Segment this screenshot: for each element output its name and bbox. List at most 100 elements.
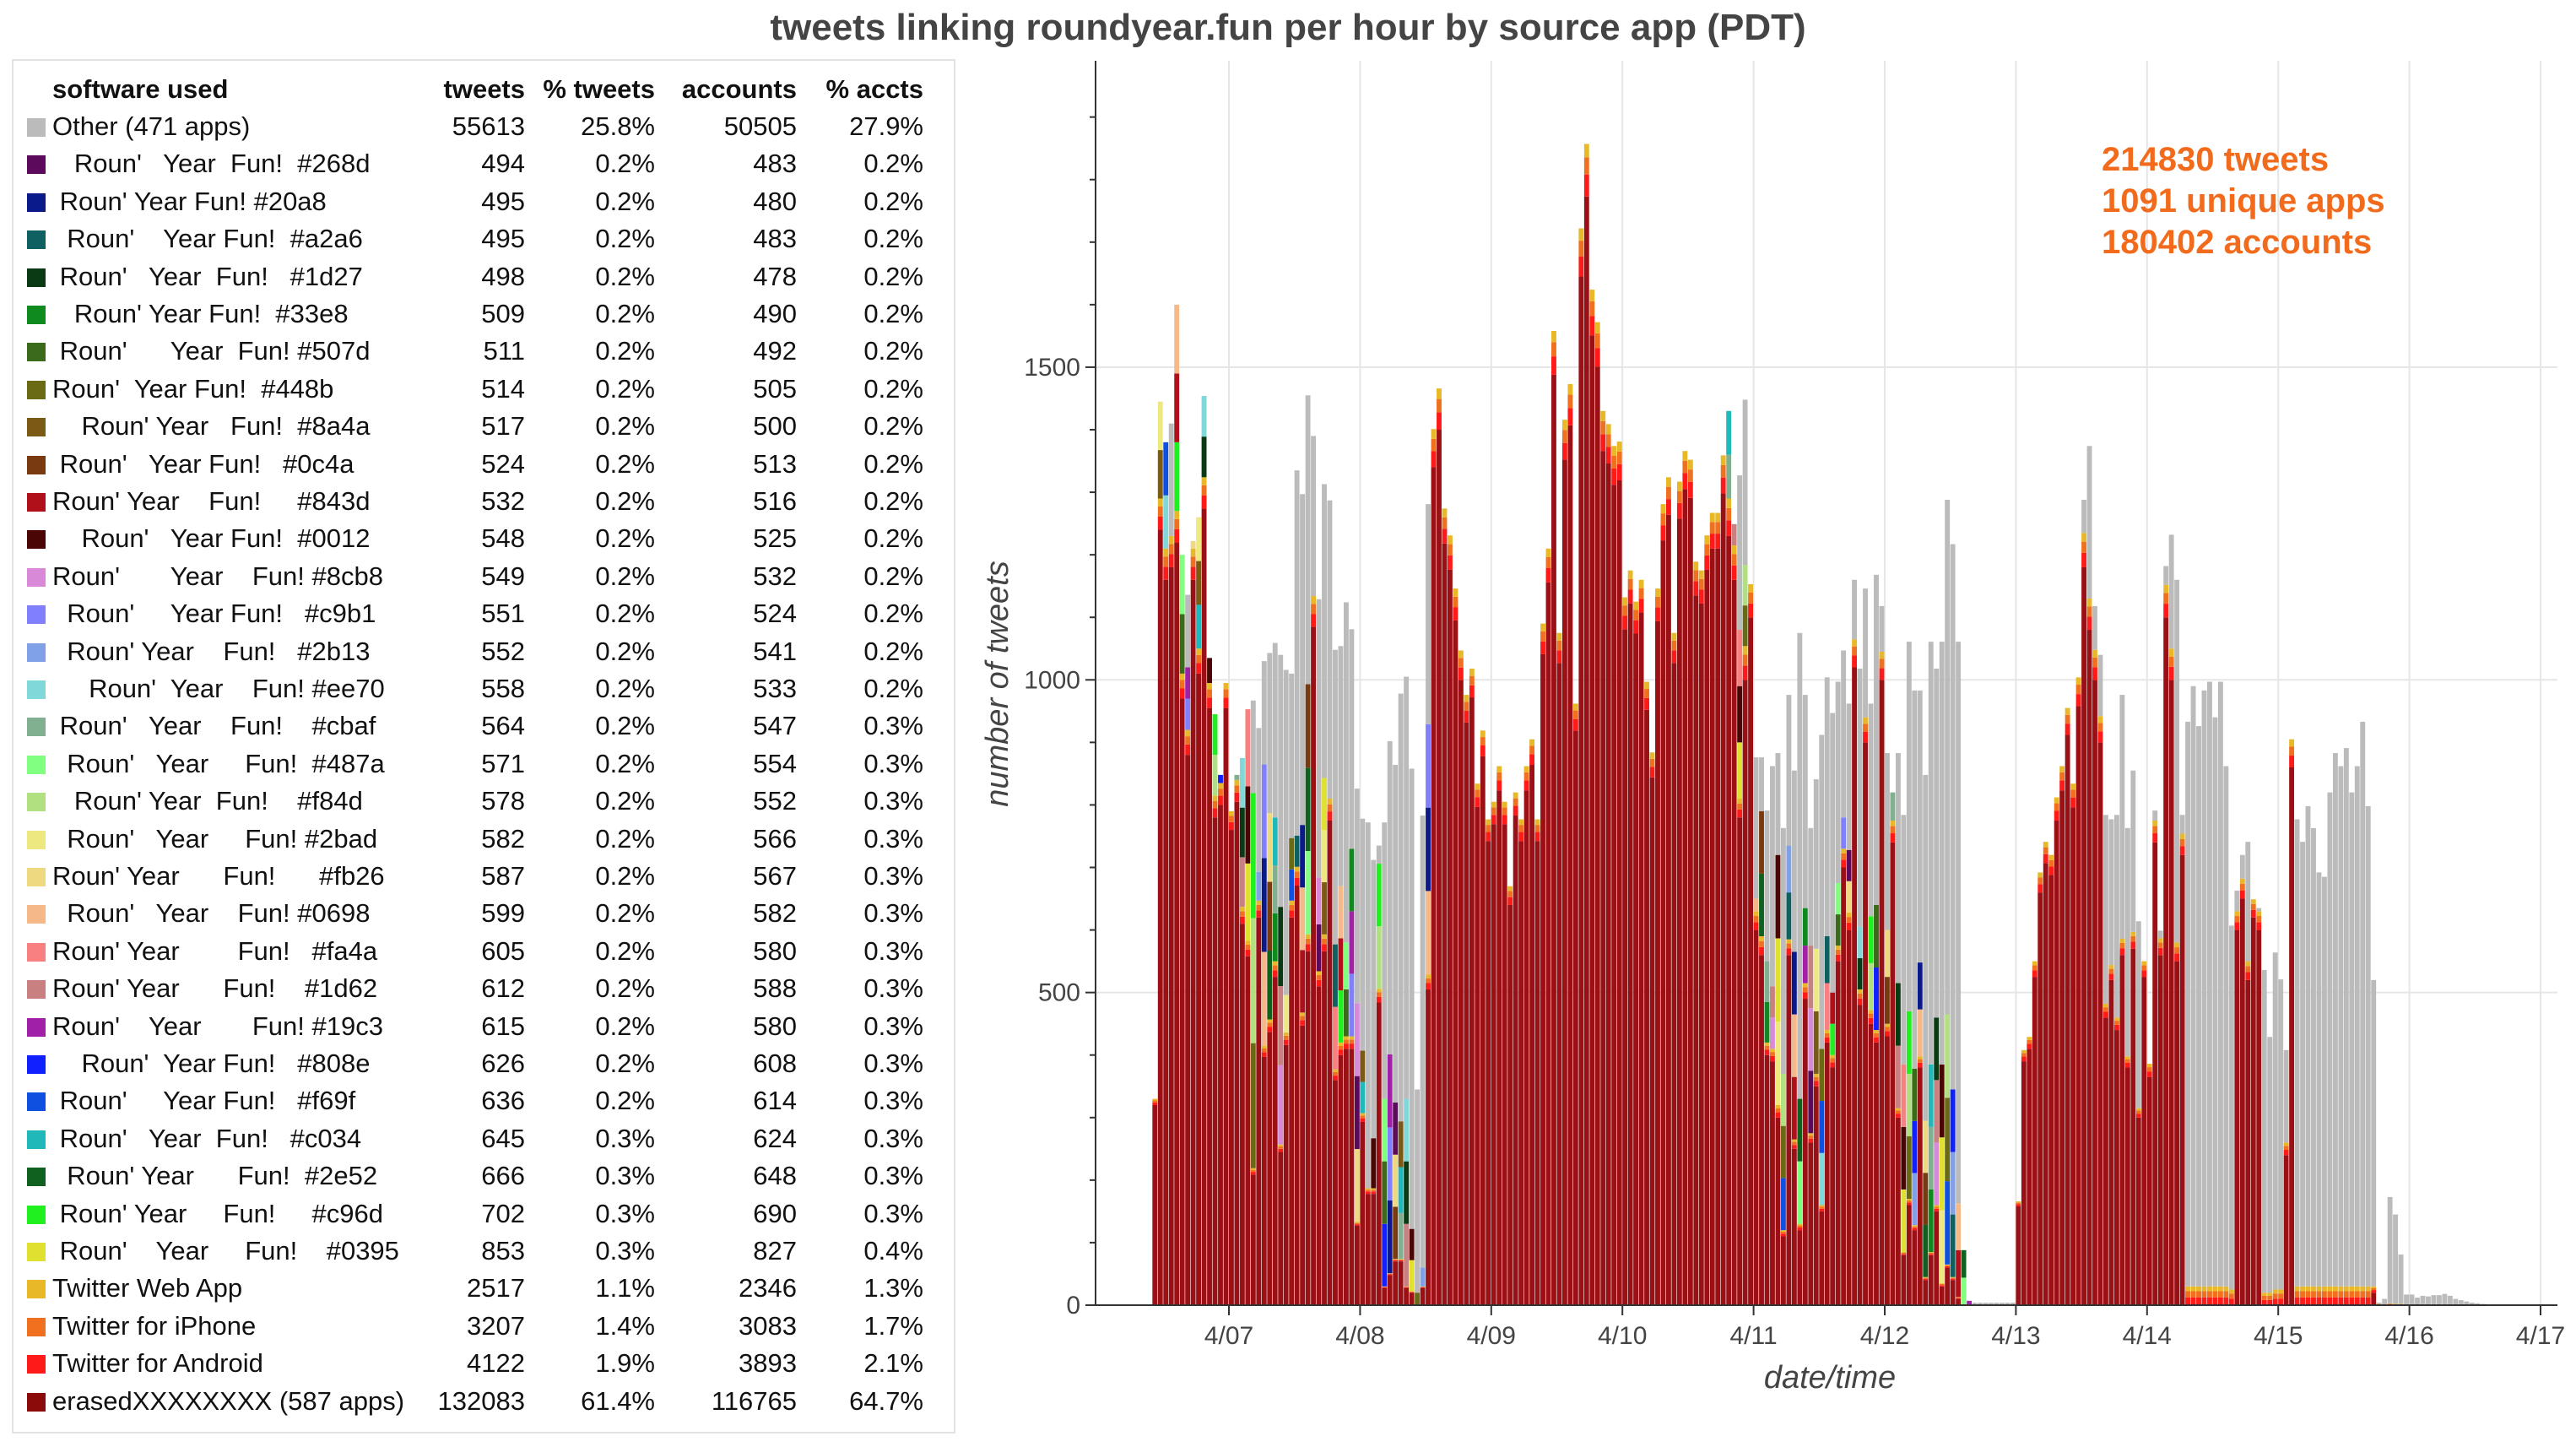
bar-segment-roundyear [1726, 454, 1732, 499]
bar-segment-twitter-android [1863, 731, 1868, 743]
bar-segment-other [2234, 890, 2240, 912]
app-name: Roun' Year Fun! #c034 [52, 1123, 362, 1153]
bar-segment-erased [1360, 1121, 1366, 1305]
tweet-percent: 0.2% [595, 861, 655, 891]
bar-segment-other [1901, 815, 1907, 1065]
bar-segment-twitter-iphone [1676, 490, 1682, 503]
bar-segment-twitter-iphone [1720, 464, 1726, 478]
bar-segment-erased [1152, 1104, 1158, 1305]
bar-segment-twitter-android [2097, 731, 2103, 743]
bar-segment-roundyear [1190, 540, 1196, 549]
bar-segment-twitter-iphone [2146, 1067, 2152, 1072]
bar-segment-erased [1600, 451, 1606, 1305]
bar-segment-roundyear [1305, 851, 1311, 935]
bar-segment-twitter-android [2212, 1297, 2218, 1305]
bar-segment-twitter-iphone [1939, 1284, 1945, 1286]
table-row: Roun' Year Fun! #1d62 612 0.2% 588 0.3% [14, 970, 954, 1007]
bar-segment-twitter-android [1338, 1049, 1344, 1055]
bar-segment-roundyear [1819, 1049, 1825, 1102]
bar-segment-other [1267, 653, 1273, 814]
app-name: Roun' Year Fun! #0c4a [52, 448, 354, 479]
bar-segment-twitter-iphone [1523, 772, 1529, 781]
bar-segment-twitter-web [1857, 989, 1863, 994]
account-percent: 0.3% [863, 973, 923, 1004]
bar-segment-twitter-android [1371, 1191, 1377, 1195]
bar-segment-twitter-web [2217, 1286, 2223, 1292]
bar-segment-twitter-android [2135, 1114, 2141, 1118]
account-count: 483 [753, 224, 797, 254]
bar-segment-twitter-android [1513, 805, 1518, 816]
bar-segment-twitter-android [2021, 1056, 2027, 1062]
header-tweets: tweets [443, 74, 525, 104]
bar-segment-roundyear [1780, 1073, 1786, 1126]
table-row: Roun' Year Fun! #268d 494 0.2% 483 0.2% [14, 145, 954, 182]
bar-segment-twitter-android [1458, 667, 1464, 680]
bar-segment-erased [1824, 1042, 1830, 1305]
tweet-percent: 0.2% [595, 149, 655, 179]
table-row: Roun' Year Fun! #c96d 702 0.3% 690 0.3% [14, 1195, 954, 1233]
tweet-percent: 0.2% [595, 299, 655, 328]
bar-segment-twitter-iphone [1813, 1076, 1819, 1081]
account-percent: 0.2% [863, 636, 923, 666]
bar-segment-roundyear [1393, 1103, 1399, 1155]
bar-segment-twitter-iphone [1600, 420, 1606, 435]
bar-segment-twitter-android [1393, 1260, 1399, 1262]
bar-segment-erased [1239, 924, 1245, 1305]
bar-segment-roundyear [1239, 757, 1245, 808]
bar-segment-twitter-android [1431, 451, 1437, 468]
bar-segment-roundyear [1322, 778, 1327, 831]
bar-segment-twitter-iphone [1742, 654, 1748, 666]
bar-segment-twitter-android [1453, 607, 1458, 621]
bar-segment-roundyear [1272, 865, 1278, 913]
bar-segment-roundyear [1333, 1006, 1338, 1070]
bar-segment-twitter-android [1267, 1027, 1273, 1032]
account-percent: 0.2% [863, 674, 923, 703]
bar-segment-twitter-iphone [2228, 1293, 2234, 1299]
bar-segment-twitter-android [2201, 1297, 2207, 1305]
bar-segment-roundyear [1950, 1089, 1956, 1152]
bar-segment-twitter-iphone [1278, 1146, 1284, 1149]
bar-segment-twitter-iphone [1163, 556, 1169, 567]
bar-segment-erased [1660, 540, 1666, 1305]
bar-segment-roundyear [1939, 1210, 1945, 1284]
bar-segment-erased [1863, 742, 1868, 1305]
bar-segment-other [1371, 859, 1377, 1139]
bar-segment-other [1365, 822, 1371, 1189]
bar-segment-twitter-android [1901, 1254, 1907, 1255]
bar-segment-twitter-web [1835, 946, 1841, 950]
bar-segment-twitter-web [1731, 545, 1737, 555]
bar-segment-erased [1437, 430, 1442, 1305]
bar-segment-twitter-iphone [1283, 1035, 1289, 1040]
bar-segment-twitter-web [2075, 677, 2081, 686]
bar-segment-twitter-web [1687, 459, 1693, 470]
bar-segment-other [2393, 1214, 2399, 1304]
bar-segment-roundyear [1174, 373, 1180, 442]
bar-segment-twitter-web [1338, 1042, 1344, 1046]
bar-segment-twitter-iphone [2250, 903, 2256, 910]
bar-segment-roundyear [1950, 1152, 1956, 1215]
header-pct-accts: % accts [825, 74, 923, 104]
bar-segment-erased [1950, 1280, 1956, 1305]
bar-segment-roundyear [1245, 786, 1251, 864]
bar-segment-erased [2179, 854, 2185, 1305]
bar-segment-roundyear [1404, 1098, 1410, 1162]
bar-segment-roundyear [1906, 1136, 1912, 1200]
bar-segment-twitter-web [1545, 548, 1551, 557]
bar-segment-twitter-android [1218, 795, 1223, 805]
tweet-percent: 0.3% [595, 1198, 655, 1228]
y-tick-label: 1000 [1024, 666, 1080, 694]
bar-segment-erased [2113, 1030, 2119, 1305]
bar-segment-roundyear [1956, 1203, 1962, 1250]
bar-segment-twitter-iphone [2027, 1039, 2032, 1044]
table-row: Roun' Year Fun! #808e 626 0.2% 608 0.3% [14, 1045, 954, 1082]
bar-segment-other [2475, 1303, 2481, 1305]
table-row: Roun' Year Fun! #448b 514 0.2% 505 0.2% [14, 371, 954, 408]
bar-segment-erased [1594, 366, 1600, 1306]
bar-segment-twitter-android [1283, 1039, 1289, 1045]
bar-segment-erased [1671, 663, 1677, 1305]
bar-segment-roundyear [1961, 1277, 1967, 1305]
bar-segment-roundyear [1283, 994, 1289, 1033]
bar-segment-erased [1567, 425, 1573, 1306]
color-swatch [27, 1055, 46, 1074]
bar-segment-erased [1272, 977, 1278, 1305]
